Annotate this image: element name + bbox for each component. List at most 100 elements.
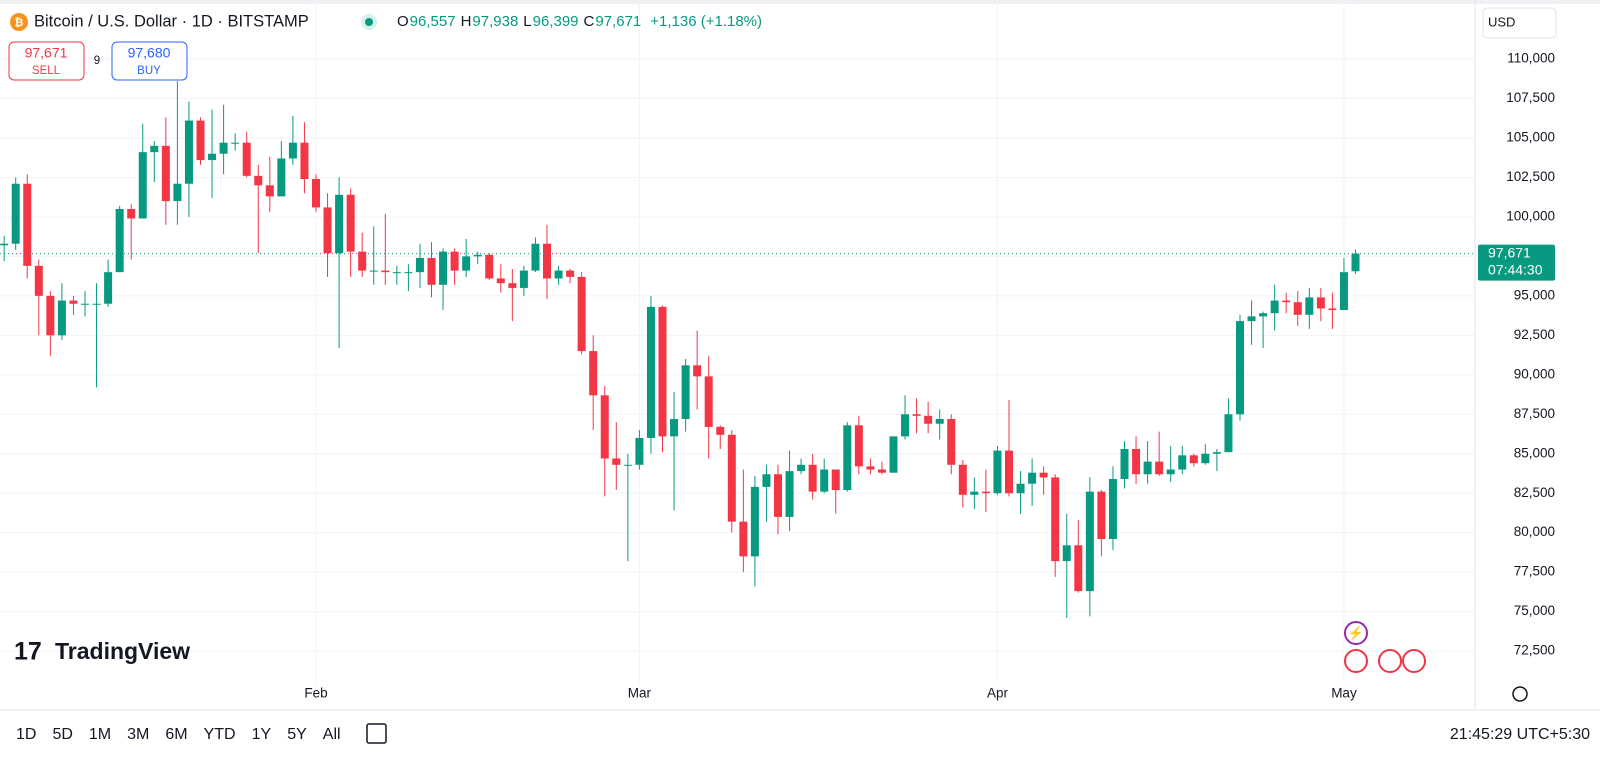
candle-body <box>947 419 956 465</box>
event-icon[interactable] <box>1344 621 1368 645</box>
candle-body <box>1039 472 1048 478</box>
candle-body <box>912 414 921 416</box>
buy-label: BUY <box>137 65 161 77</box>
y-tick-label: 80,000 <box>1514 524 1555 539</box>
event-icon[interactable] <box>1402 649 1426 673</box>
candle-body <box>658 306 667 437</box>
candle-body <box>46 295 55 336</box>
sell-button[interactable] <box>8 41 85 81</box>
y-tick-label: 87,500 <box>1514 406 1555 421</box>
range-buttons: 1D 5D 1M 3M 6M YTD 1Y 5Y All <box>16 726 341 743</box>
ohlc-key: H <box>461 13 472 30</box>
y-tick-label: 95,000 <box>1514 287 1555 302</box>
candle-body <box>1051 477 1060 562</box>
settings-icon[interactable] <box>1512 686 1528 702</box>
candle-body <box>554 270 563 279</box>
candle-body <box>797 464 806 472</box>
range-button[interactable]: 1Y <box>252 726 272 743</box>
ohlc-value: 96,399 <box>533 13 579 30</box>
y-tick-label: 92,500 <box>1514 327 1555 342</box>
currency-button[interactable] <box>1482 7 1557 39</box>
ohlc-key: C <box>584 13 595 30</box>
candle-body <box>1155 461 1164 475</box>
candle-body <box>543 243 551 279</box>
buy-price: 97,680 <box>128 45 171 61</box>
candle-body <box>843 425 852 491</box>
sell-label: SELL <box>32 65 61 77</box>
last-price-label: 97,671 <box>1488 244 1531 260</box>
candle-body <box>1316 297 1325 309</box>
y-tick-label: 110,000 <box>1507 51 1555 66</box>
candle-body <box>785 471 794 517</box>
candle-body <box>335 194 344 254</box>
ohlc: O 96,557 H 97,938 L 96,399 C 97,671 +1,136 (+1.1… <box>397 13 762 30</box>
candle-body <box>184 120 193 184</box>
range-button[interactable]: 1D <box>16 726 36 743</box>
range-button[interactable]: 5Y <box>287 726 307 743</box>
candle-body <box>716 426 725 435</box>
candle-body <box>323 207 332 254</box>
candle-body <box>415 257 424 273</box>
candle-body <box>1178 455 1187 470</box>
range-button[interactable]: 3M <box>127 726 149 743</box>
symbol-title: Bitcoin / U.S. Dollar · 1D · BITSTAMP <box>34 12 309 30</box>
candle-body <box>508 283 517 288</box>
ohlc-value: 96,557 <box>410 13 456 30</box>
event-icon[interactable] <box>1344 649 1368 673</box>
candle-body <box>1224 414 1233 453</box>
candle-body <box>831 469 840 491</box>
plot <box>0 81 1475 618</box>
candle-body <box>1282 300 1291 303</box>
range-button[interactable]: 1M <box>89 726 111 743</box>
event-icon[interactable] <box>1378 649 1402 673</box>
candle-body <box>473 254 482 257</box>
candle-body <box>935 419 944 424</box>
candle-body <box>1212 452 1221 454</box>
candle-body <box>127 209 136 219</box>
candle-body <box>1132 449 1141 475</box>
candle-body <box>104 272 113 304</box>
candle-body <box>727 434 736 522</box>
range-button[interactable]: All <box>323 726 341 743</box>
status-dot <box>365 18 373 26</box>
candle-body <box>1328 308 1337 311</box>
candle-body <box>300 142 309 179</box>
candle-body <box>1270 300 1279 314</box>
candle-body <box>115 209 124 273</box>
sell-price: 97,671 <box>25 45 68 61</box>
candle-body <box>462 256 471 271</box>
candle-body <box>404 272 413 274</box>
change: +1,136 (+1.18%) <box>650 13 762 30</box>
brand-mark: 17 <box>14 638 42 666</box>
candle-body <box>346 194 355 252</box>
candle-body <box>69 300 78 304</box>
candle-body <box>750 486 759 557</box>
y-tick-label: 82,500 <box>1514 485 1555 500</box>
candle-body <box>1305 297 1314 315</box>
candle-body <box>993 450 1002 494</box>
candle-body <box>1259 313 1268 317</box>
candle-body <box>623 464 632 466</box>
candle-body <box>693 365 702 377</box>
candle-body <box>1097 491 1106 539</box>
countdown: 07:44:30 <box>1488 261 1543 277</box>
date-range-icon[interactable] <box>366 723 387 744</box>
ohlc-value: 97,938 <box>472 13 518 30</box>
candle-body <box>854 425 863 467</box>
candle-body <box>924 415 933 424</box>
candle-body <box>1351 253 1360 272</box>
ohlc-value: 97,671 <box>595 13 641 30</box>
y-tick-label: 107,500 <box>1506 90 1555 105</box>
currency: USD <box>1488 14 1515 29</box>
candle-body <box>670 419 679 437</box>
range-button[interactable]: YTD <box>204 726 236 743</box>
candle-body <box>1062 545 1071 562</box>
candle-body <box>981 491 990 494</box>
range-button[interactable]: 6M <box>165 726 187 743</box>
candle-body <box>242 142 251 176</box>
candle-body <box>34 265 43 296</box>
buy-button[interactable] <box>111 41 188 81</box>
range-button[interactable]: 5D <box>52 726 72 743</box>
candle-body <box>265 185 274 197</box>
candle-body <box>312 179 320 208</box>
